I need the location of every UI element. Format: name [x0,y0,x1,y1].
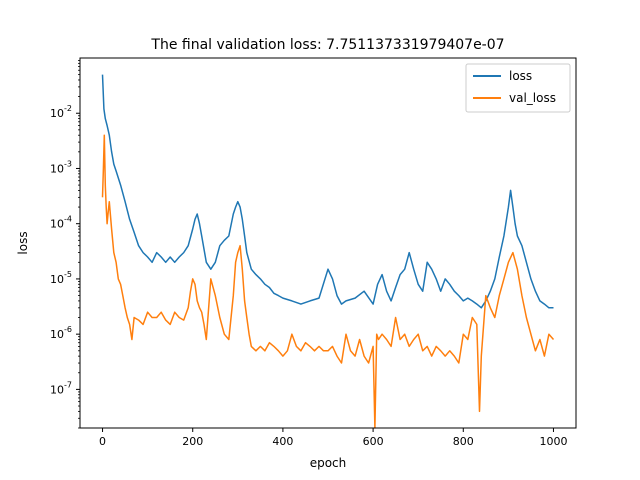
series-line-val-loss [101,134,555,429]
legend: loss val_loss [465,63,571,113]
x-axis-label: epoch [310,456,347,470]
y-tick-label: 10-6 [50,325,72,341]
y-tick-label: 10-5 [50,270,72,286]
y-axis-ticks: 10-7 10-6 10-5 10-4 10-3 10-2 [50,60,80,429]
x-tick-label: 0 [99,435,106,448]
x-tick-label: 1000 [539,435,567,448]
y-tick-label: 10-2 [50,104,72,120]
legend-label-val-loss: val_loss [509,91,556,105]
x-axis-ticks: 0 200 400 600 800 1000 [99,428,567,448]
y-tick-label: 10-4 [50,215,72,231]
y-axis-label: loss [16,231,30,254]
y-tick-label: 10-3 [50,159,72,175]
x-tick-label: 600 [363,435,384,448]
x-tick-label: 200 [182,435,203,448]
plot-frame [79,57,577,429]
legend-label-loss: loss [509,69,532,83]
y-tick-label: 10-7 [50,380,72,396]
plot-lines [101,74,555,429]
x-tick-label: 400 [272,435,293,448]
chart-title: The final validation loss: 7.75113733197… [150,37,504,53]
x-tick-label: 800 [453,435,474,448]
